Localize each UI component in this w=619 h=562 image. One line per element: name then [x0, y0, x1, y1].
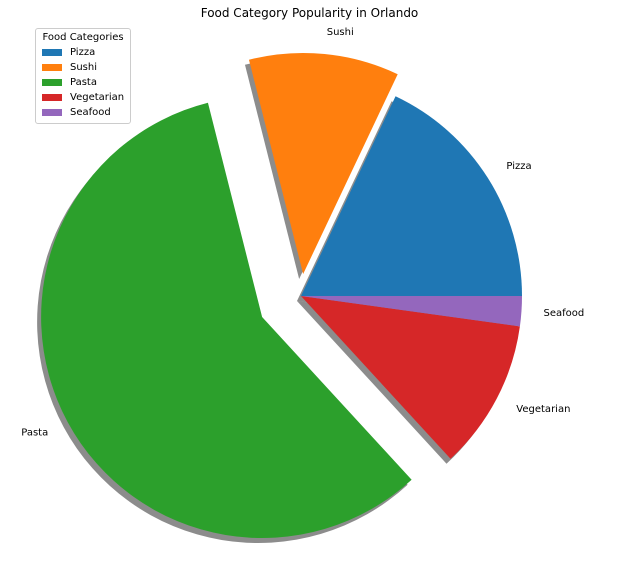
pie-slice-layer: [41, 53, 522, 539]
legend-title: Food Categories: [42, 32, 124, 43]
legend-entry-pasta: Pasta: [42, 75, 124, 90]
legend-label-vegetarian: Vegetarian: [70, 92, 125, 103]
legend-label-pasta: Pasta: [70, 77, 97, 88]
slice-label-vegetarian: Vegetarian: [516, 404, 570, 415]
pie-slice-pizza: [301, 96, 522, 296]
pie-slice-vegetarian: [301, 296, 520, 459]
legend-swatch-pasta: [42, 79, 62, 86]
legend-entry-vegetarian: Vegetarian: [42, 90, 124, 105]
legend-entries: Pizza Sushi Pasta Vegetarian Seafood: [42, 45, 124, 120]
slice-label-sushi: Sushi: [327, 27, 354, 38]
legend-swatch-vegetarian: [42, 94, 62, 101]
legend-entry-sushi: Sushi: [42, 60, 124, 75]
legend: Food Categories Pizza Sushi Pasta Vegetaria…: [35, 28, 132, 124]
legend-entry-pizza: Pizza: [42, 45, 124, 60]
legend-label-sushi: Sushi: [70, 62, 98, 73]
chart-title: Food Category Popularity in Orlando: [200, 6, 419, 20]
legend-label-seafood: Seafood: [70, 107, 111, 118]
legend-label-pizza: Pizza: [70, 47, 96, 58]
pie-slice-sushi: [248, 53, 398, 275]
pie-slice-seafood: [301, 296, 522, 327]
legend-swatch-seafood: [42, 109, 62, 116]
pie-slice-pasta: [41, 102, 412, 539]
slice-label-seafood: Seafood: [544, 308, 585, 319]
legend-swatch-sushi: [42, 64, 62, 71]
legend-entry-seafood: Seafood: [42, 105, 124, 120]
slice-label-pizza: Pizza: [506, 161, 531, 172]
pie-label-layer: Pizza Sushi Pasta Vegetarian Seafood: [21, 27, 584, 439]
slice-label-pasta: Pasta: [21, 428, 48, 439]
legend-swatch-pizza: [42, 49, 62, 56]
